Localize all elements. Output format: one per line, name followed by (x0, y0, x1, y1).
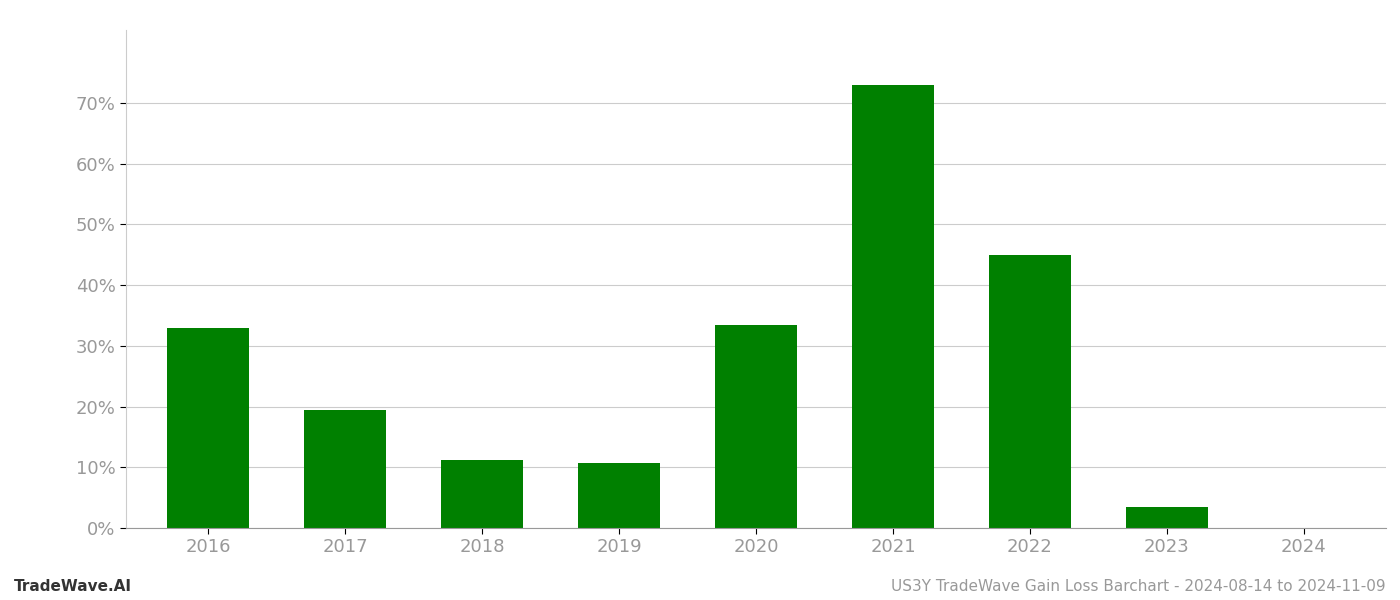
Bar (167, 328, 249, 528)
Bar (715, 325, 797, 528)
Bar (1126, 507, 1208, 528)
Bar (851, 85, 934, 528)
Bar (304, 410, 386, 528)
Bar (988, 255, 1071, 528)
Bar (578, 463, 661, 528)
Bar (441, 460, 524, 528)
Text: US3Y TradeWave Gain Loss Barchart - 2024-08-14 to 2024-11-09: US3Y TradeWave Gain Loss Barchart - 2024… (892, 579, 1386, 594)
Text: TradeWave.AI: TradeWave.AI (14, 579, 132, 594)
